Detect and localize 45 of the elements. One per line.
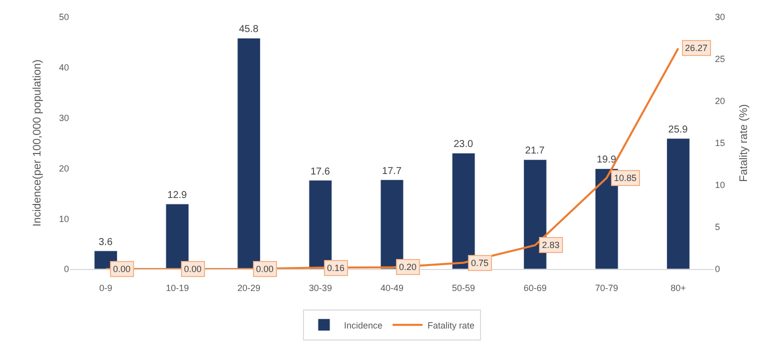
data-label: 45.8 [238,24,259,36]
x-tick-label: 30-39 [308,282,332,293]
data-label: 26.27 [685,43,708,53]
y-tick-label: 10 [58,214,69,224]
x-tick-label: 50-59 [452,282,476,293]
legend-label: Incidence [344,320,383,330]
x-tick-label: 10-19 [166,282,189,293]
data-label: 0.00 [184,264,202,274]
y2-tick-label: 30 [715,12,726,22]
data-label: 12.9 [167,190,188,201]
y2-tick-label: 15 [715,138,726,148]
y-axis-title: Incidence(per 100,000 population) [32,60,44,226]
x-tick-label: 0-9 [99,282,112,293]
x-tick-label: 40-49 [380,282,404,293]
y2-axis-title: Fatality rate (%) [738,104,750,182]
x-tick-label: 80+ [670,282,686,293]
data-label: 2.83 [542,240,560,250]
y2-tick-label: 0 [715,264,720,274]
data-label: 25.9 [668,124,688,136]
x-tick-label: 60-69 [524,282,547,293]
y-tick-label: 40 [58,62,69,73]
data-label: 21.7 [525,146,546,157]
x-tick-label: 20-29 [237,282,260,293]
data-label: 23.0 [454,139,474,150]
x-tick-label: 70-79 [595,282,618,293]
data-label: 19.9 [596,154,617,166]
y2-tick-label: 5 [715,222,720,232]
data-label: 10.85 [614,173,637,183]
y-tick-label: 50 [58,12,69,22]
y2-tick-label: 25 [715,54,726,64]
legend-label: Fatality rate [428,320,475,330]
data-label: 0.16 [327,263,345,273]
y-tick-label: 20 [58,163,69,174]
y2-tick-label: 20 [715,96,726,106]
data-label: 17.6 [310,166,330,178]
y-tick-label: 0 [64,264,69,274]
y2-tick-label: 10 [715,180,726,190]
bar [666,138,690,269]
data-label: 0.75 [471,258,489,268]
data-label: 3.6 [98,236,113,248]
y-tick-label: 30 [58,112,69,123]
data-label: 17.7 [382,166,402,177]
data-label: 0.00 [113,264,131,274]
data-label: 0.00 [256,264,274,274]
data-label: 0.20 [399,262,417,272]
